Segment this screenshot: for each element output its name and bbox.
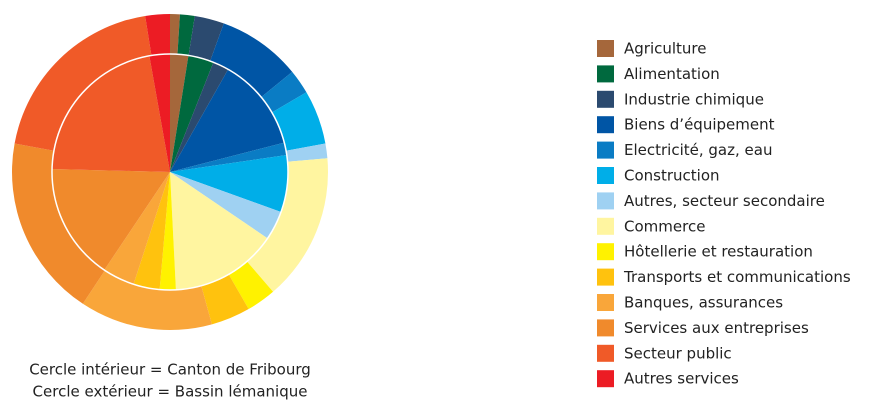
pie-slice	[188, 15, 224, 62]
legend-label: Services aux entreprises	[624, 319, 809, 337]
pie-slice	[261, 71, 307, 113]
pie-slice	[52, 55, 171, 172]
legend-swatch	[597, 370, 614, 388]
legend-swatch	[597, 268, 614, 286]
legend-swatch	[597, 192, 614, 210]
pie-slice	[159, 172, 176, 290]
legend-swatch	[597, 319, 614, 337]
legend-swatch	[597, 167, 614, 184]
legend-label: Transports et communications	[623, 268, 851, 286]
legend-swatch	[597, 344, 614, 362]
pie-slice	[170, 172, 268, 290]
legend-label: Construction	[624, 167, 720, 185]
legend-label: Autres services	[624, 370, 739, 388]
pie-slice	[170, 54, 189, 172]
pie: Cercle intérieur = Canton de Fribourg Cer…	[11, 14, 329, 401]
legend-label: Electricité, gaz, eau	[624, 141, 772, 159]
legend-label: Biens d’équipement	[624, 116, 775, 134]
pie-slice	[52, 169, 170, 271]
legend-swatch	[597, 116, 614, 134]
legend-swatch	[597, 65, 614, 83]
legend-swatch	[597, 217, 614, 235]
legend-label: Autres, secteur secondaire	[624, 192, 825, 210]
legend-label: Secteur public	[624, 344, 732, 362]
legend-swatch	[597, 90, 614, 108]
pie-slice	[228, 261, 274, 310]
pie-slice	[104, 172, 170, 285]
pie-slice	[170, 62, 229, 172]
pie-slice	[149, 54, 170, 172]
legend-label: Commerce	[624, 217, 705, 235]
legend-swatch	[597, 294, 614, 311]
pie-slice	[11, 143, 105, 304]
pie-slice	[286, 143, 328, 162]
legend: Agriculture Alimentation Industrie chimiqu…	[597, 40, 851, 388]
pie-slice	[170, 155, 289, 212]
pie-slice	[133, 172, 170, 290]
pie-slice	[170, 55, 214, 172]
pie-slice	[210, 23, 293, 98]
pie-slice	[271, 92, 326, 151]
pie-slice	[170, 142, 287, 172]
pie-slice	[145, 14, 170, 56]
legend-label: Industrie chimique	[624, 90, 764, 108]
legend-label: Alimentation	[624, 65, 720, 83]
legend-label: Banques, assurances	[624, 294, 783, 312]
legend-label: Agriculture	[624, 40, 707, 58]
pie-slice	[177, 14, 195, 56]
series-caption: Cercle extérieur = Bassin lémanique	[33, 383, 308, 401]
pie-slice	[14, 15, 152, 151]
ring-border	[51, 53, 289, 291]
pie-slice	[82, 270, 212, 330]
series-caption: Cercle intérieur = Canton de Fribourg	[29, 361, 311, 379]
pie-slice	[170, 69, 285, 172]
legend-swatch	[597, 40, 614, 57]
legend-label: Hôtellerie et restauration	[624, 243, 813, 261]
legend-swatch	[597, 243, 614, 261]
legend-swatch	[597, 141, 614, 159]
pie-slice	[170, 172, 282, 239]
pie-slice	[246, 158, 329, 292]
pie-slice	[201, 274, 249, 325]
pie-slice	[170, 14, 180, 55]
